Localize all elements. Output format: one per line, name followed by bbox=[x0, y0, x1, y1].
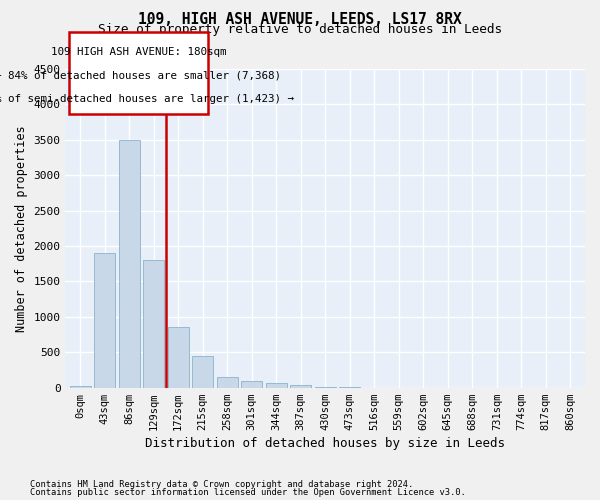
Bar bbox=[192, 356, 213, 388]
X-axis label: Distribution of detached houses by size in Leeds: Distribution of detached houses by size … bbox=[145, 437, 505, 450]
Text: 109, HIGH ASH AVENUE, LEEDS, LS17 8RX: 109, HIGH ASH AVENUE, LEEDS, LS17 8RX bbox=[138, 12, 462, 28]
Bar bbox=[119, 140, 140, 388]
Bar bbox=[241, 382, 262, 388]
Bar bbox=[94, 253, 115, 388]
Bar bbox=[70, 386, 91, 388]
Bar bbox=[266, 384, 287, 388]
Text: 109 HIGH ASH AVENUE: 180sqm: 109 HIGH ASH AVENUE: 180sqm bbox=[50, 47, 226, 57]
Text: 16% of semi-detached houses are larger (1,423) →: 16% of semi-detached houses are larger (… bbox=[0, 94, 295, 104]
Text: ← 84% of detached houses are smaller (7,368): ← 84% of detached houses are smaller (7,… bbox=[0, 71, 281, 81]
Text: Contains HM Land Registry data © Crown copyright and database right 2024.: Contains HM Land Registry data © Crown c… bbox=[30, 480, 413, 489]
Bar bbox=[290, 385, 311, 388]
Y-axis label: Number of detached properties: Number of detached properties bbox=[15, 125, 28, 332]
Text: Contains public sector information licensed under the Open Government Licence v3: Contains public sector information licen… bbox=[30, 488, 466, 497]
Text: Size of property relative to detached houses in Leeds: Size of property relative to detached ho… bbox=[98, 24, 502, 36]
Bar bbox=[217, 377, 238, 388]
Bar bbox=[315, 386, 335, 388]
Bar bbox=[143, 260, 164, 388]
Bar bbox=[168, 328, 188, 388]
